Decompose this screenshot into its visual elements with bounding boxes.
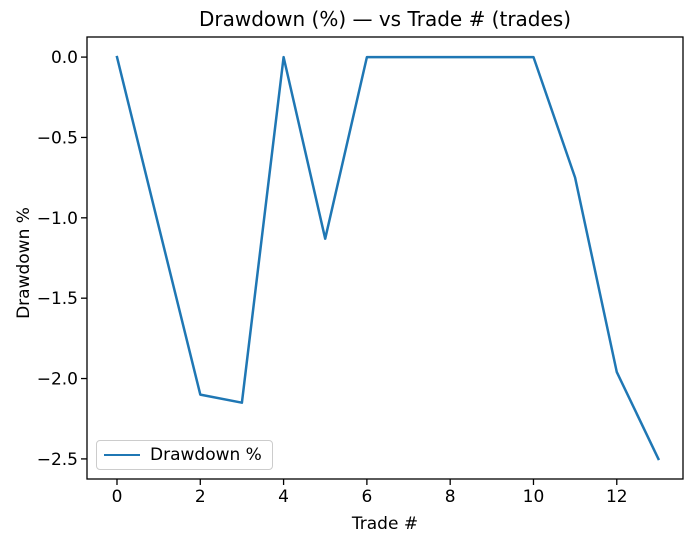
y-tick-label: −1.5 — [37, 289, 78, 309]
y-tick-label: −2.5 — [37, 450, 78, 470]
y-tick-label: −2.0 — [37, 370, 78, 390]
x-tick-label: 10 — [523, 487, 545, 507]
x-tick-label: 12 — [606, 487, 628, 507]
x-tick-label: 0 — [112, 487, 123, 507]
chart-title: Drawdown (%) — vs Trade # (trades) — [198, 7, 572, 31]
y-tick-label: −1.0 — [37, 209, 78, 229]
x-tick-label: 8 — [445, 487, 456, 507]
x-axis-label: Trade # — [351, 514, 419, 534]
x-tick-label: 2 — [195, 487, 206, 507]
y-tick-label: 0.0 — [51, 48, 78, 68]
legend-label: Drawdown % — [150, 445, 262, 465]
series-line-0 — [115, 55, 661, 461]
legend: Drawdown % — [96, 440, 273, 470]
x-tick-label: 6 — [361, 487, 372, 507]
y-axis-label: Drawdown % — [14, 207, 34, 319]
y-tick-label: −0.5 — [37, 128, 78, 148]
x-tick-label: 4 — [278, 487, 289, 507]
axes-spines — [86, 36, 684, 480]
legend-line-sample — [104, 453, 140, 457]
